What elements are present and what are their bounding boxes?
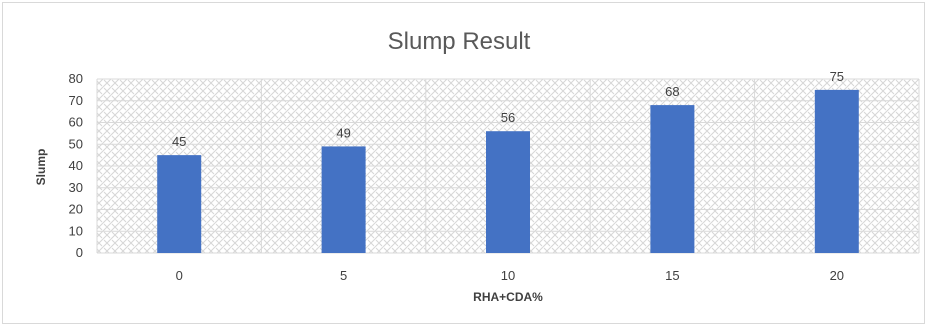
y-axis-title: Slump [34, 149, 48, 186]
chart-title: Slump Result [388, 28, 531, 55]
chart-frame: Slump Result 0 10 20 30 40 50 60 70 80 45 49 56 68 7… [2, 2, 925, 324]
y-axis-ticks: 0 10 20 30 40 50 60 70 80 [69, 71, 83, 260]
bar-0 [157, 155, 202, 253]
bar-10 [486, 131, 530, 253]
y-tick-label: 60 [69, 115, 83, 130]
data-labels: 45 49 56 68 75 [172, 69, 844, 149]
x-axis-ticks: 0 5 10 15 20 [176, 268, 844, 283]
bar-20 [814, 89, 859, 253]
y-tick-label: 40 [69, 158, 83, 173]
data-label-5: 49 [336, 125, 350, 140]
x-axis-title: RHA+CDA% [473, 290, 543, 304]
y-tick-label: 50 [69, 136, 83, 151]
x-tick-label: 15 [665, 268, 679, 283]
y-tick-label: 30 [69, 180, 83, 195]
y-tick-label: 20 [69, 202, 83, 217]
y-tick-label: 10 [69, 223, 83, 238]
bar-5 [321, 146, 366, 253]
x-tick-label: 20 [830, 268, 844, 283]
y-tick-label: 0 [76, 245, 83, 260]
y-tick-label: 80 [69, 71, 83, 86]
data-label-15: 68 [665, 84, 679, 99]
x-tick-label: 10 [501, 268, 515, 283]
bar-15 [650, 105, 695, 253]
y-tick-label: 70 [69, 93, 83, 108]
bars [157, 89, 859, 253]
data-label-20: 75 [830, 69, 844, 84]
x-tick-label: 0 [176, 268, 183, 283]
data-label-10: 56 [501, 110, 515, 125]
x-tick-label: 5 [340, 268, 347, 283]
data-label-0: 45 [172, 134, 186, 149]
